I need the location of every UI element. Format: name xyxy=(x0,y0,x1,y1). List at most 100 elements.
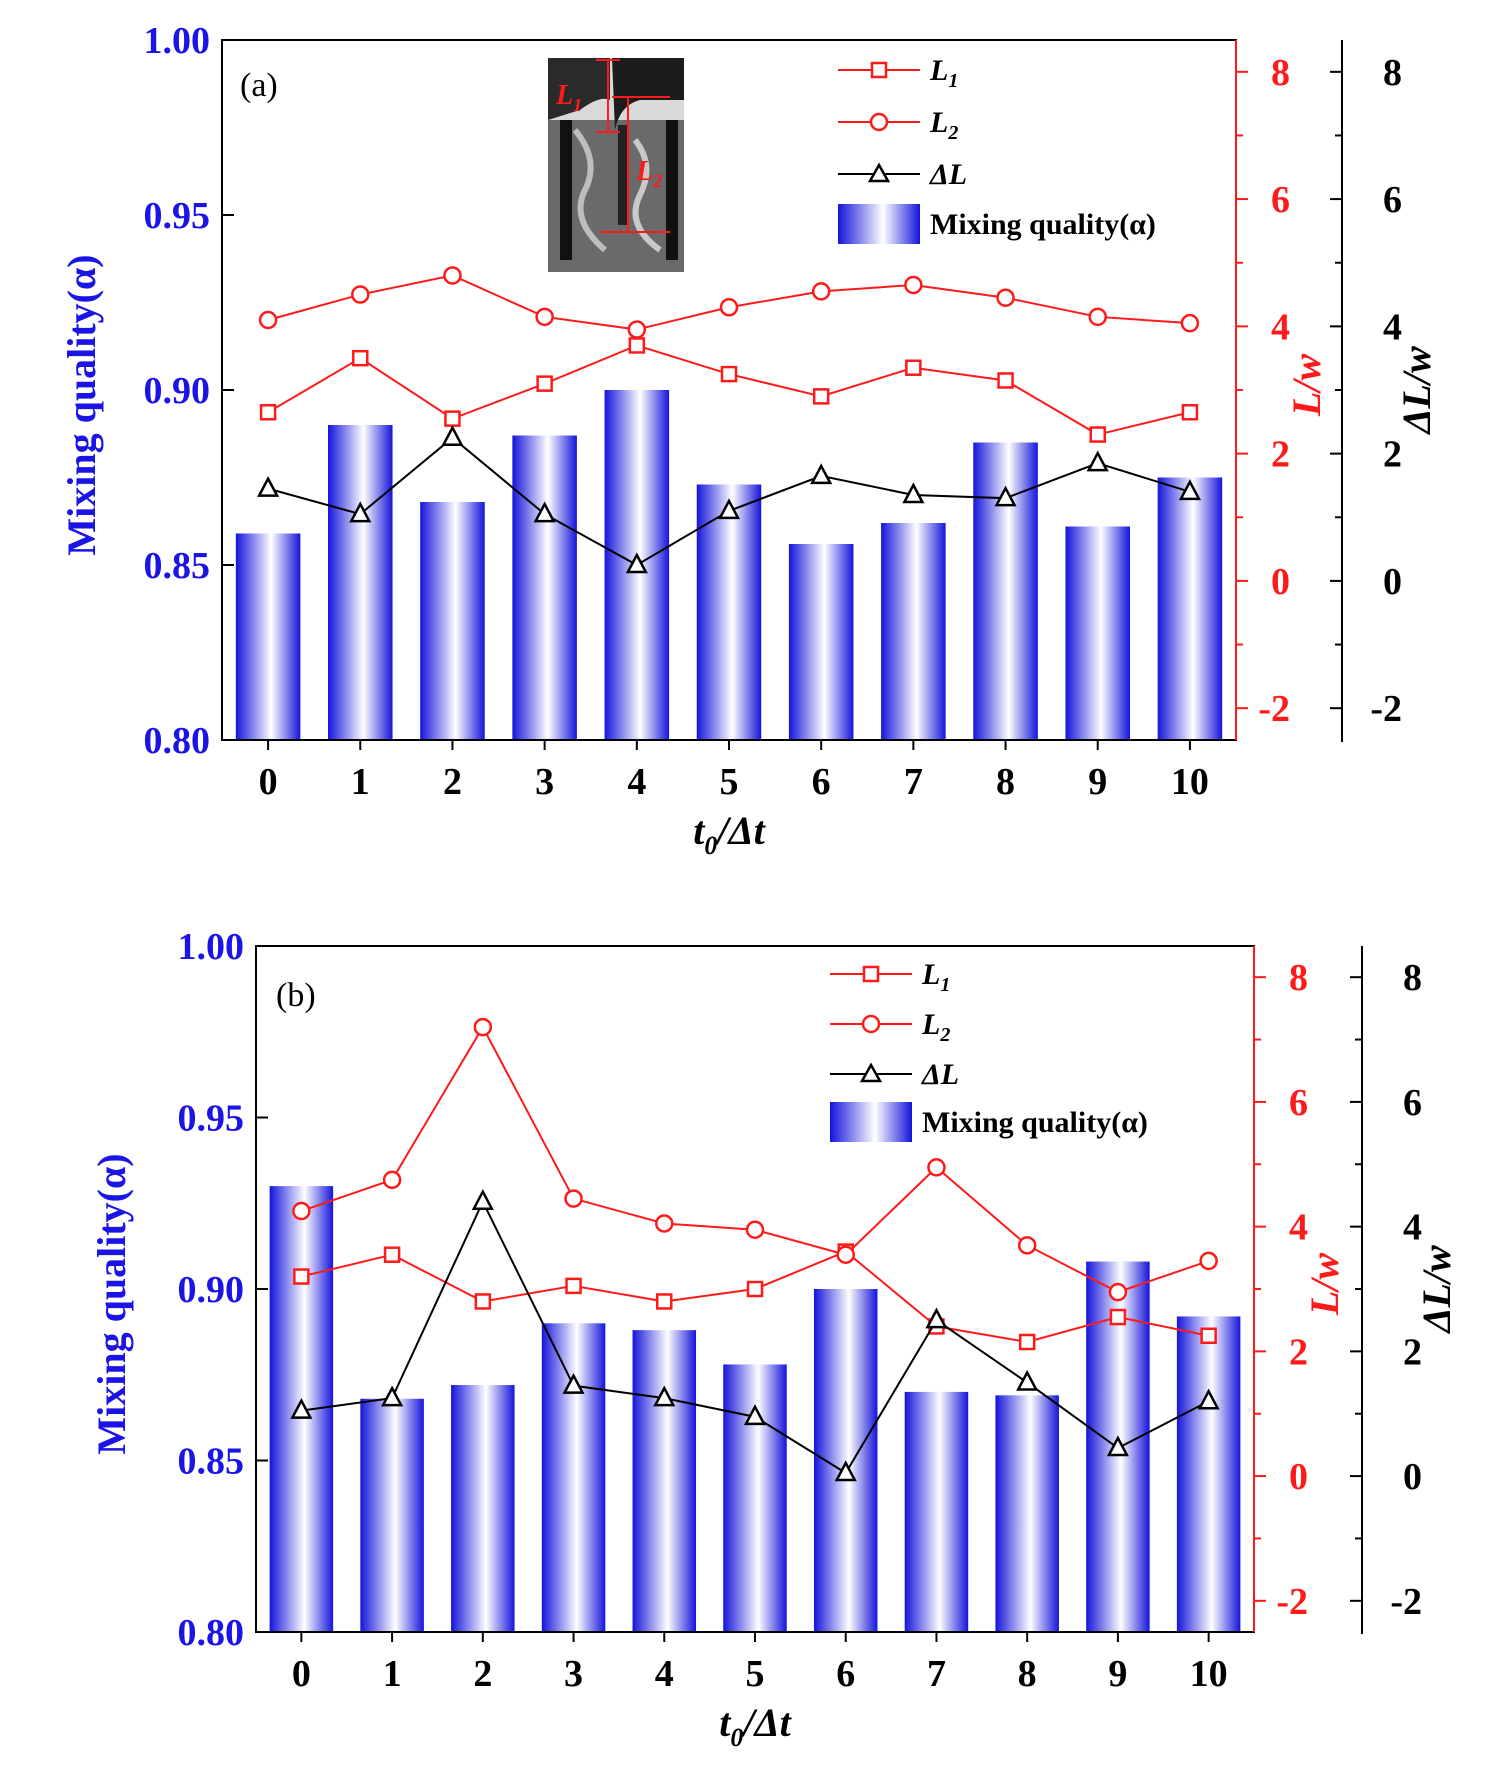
y-right-tick-label: -2 xyxy=(1370,688,1402,730)
dl-point xyxy=(994,485,1017,507)
x-tick-label: 5 xyxy=(720,761,739,803)
y-mid-tick-label: 8 xyxy=(1289,957,1308,999)
svg-text:ΔL: ΔL xyxy=(921,1058,959,1091)
l1-point xyxy=(720,365,738,383)
y-right-tick-label: 8 xyxy=(1383,52,1402,94)
y-left-tick-label: 0.80 xyxy=(178,1612,245,1654)
x-tick-label: 6 xyxy=(812,761,831,803)
l2-point xyxy=(535,307,554,327)
y-mid-tick-label: 4 xyxy=(1289,1207,1308,1249)
x-tick-label: 0 xyxy=(292,1653,311,1695)
l2-point xyxy=(292,1201,311,1221)
svg-text:L1: L1 xyxy=(929,54,958,92)
x-tick-label: 9 xyxy=(1088,761,1107,803)
y-right-tick-label: -2 xyxy=(1390,1581,1422,1623)
l2-point xyxy=(719,298,739,317)
legend-entry-dl: ΔL xyxy=(830,1058,959,1091)
legend-entry-dl: ΔL xyxy=(838,158,967,191)
dl-point xyxy=(1178,479,1201,501)
dl-point xyxy=(562,1372,585,1394)
dl-point xyxy=(717,498,741,520)
y-right-tick-label: 6 xyxy=(1383,179,1402,221)
y-mid-tick-label: 2 xyxy=(1271,434,1290,476)
l2-point xyxy=(811,282,831,301)
dl-point xyxy=(925,1307,948,1329)
l1-point xyxy=(1109,1308,1127,1326)
y-mid-tick-label: 0 xyxy=(1289,1456,1308,1498)
dl-point xyxy=(810,463,833,485)
bar xyxy=(541,1323,606,1632)
l2-point xyxy=(996,288,1015,307)
bar xyxy=(328,425,393,740)
y-right-tick-label: 4 xyxy=(1403,1207,1422,1249)
x-axis-label: t0/Δt xyxy=(719,1700,792,1752)
bar xyxy=(696,484,762,740)
l2-point xyxy=(473,1017,493,1037)
l1-point xyxy=(628,337,646,354)
l1-point xyxy=(565,1277,582,1295)
x-tick-label: 2 xyxy=(443,761,462,803)
svg-text:ΔL: ΔL xyxy=(929,158,967,191)
l1-point xyxy=(1089,426,1106,443)
dl-point xyxy=(1106,1435,1129,1457)
panel-label: (a) xyxy=(240,67,278,104)
y-mid-tick-label: 0 xyxy=(1271,561,1290,603)
svg-text:Mixing quality(α): Mixing quality(α) xyxy=(922,1106,1148,1139)
y-mid-axis-label: L/w xyxy=(1284,354,1329,418)
x-tick-label: 3 xyxy=(564,1653,583,1695)
bar xyxy=(1065,526,1130,740)
legend-entry-l1: L1 xyxy=(838,54,958,92)
l1-point xyxy=(1200,1327,1217,1345)
l2-point xyxy=(564,1189,583,1208)
y-left-tick-label: 0.95 xyxy=(144,195,211,237)
l1-point xyxy=(383,1246,401,1263)
y-right-tick-label: 6 xyxy=(1403,1082,1422,1124)
l1-point xyxy=(1018,1333,1036,1351)
legend-entry-l2: L2 xyxy=(830,1008,950,1046)
l1-point xyxy=(474,1293,492,1310)
dl-point xyxy=(441,425,464,446)
l2-point xyxy=(258,310,278,330)
x-tick-label: 10 xyxy=(1190,1653,1228,1695)
y-left-tick-label: 0.85 xyxy=(144,545,211,587)
dl-point xyxy=(1016,1369,1039,1391)
legend: L1 L2 ΔL Mixing quality(α) xyxy=(830,958,1148,1142)
y-right-tick-label: 0 xyxy=(1383,561,1402,603)
l1-point xyxy=(905,359,922,376)
y-mid-tick-label: 6 xyxy=(1271,179,1290,221)
l2-point xyxy=(927,1158,946,1177)
dl-point xyxy=(1086,450,1109,472)
y-right-tick-label: 2 xyxy=(1403,1331,1422,1373)
l2-point xyxy=(1108,1282,1128,1302)
y-left-tick-label: 0.80 xyxy=(144,720,211,762)
l1-point xyxy=(997,372,1014,389)
l2-point xyxy=(1088,307,1107,327)
legend-entry-bar: Mixing quality(α) xyxy=(838,204,1156,244)
y-right-axis-label: ΔL/w xyxy=(1394,346,1439,436)
l2-point xyxy=(1017,1236,1037,1255)
dl-point xyxy=(743,1404,767,1426)
y-mid-tick-label: -2 xyxy=(1276,1581,1308,1623)
x-tick-label: 8 xyxy=(1018,1653,1037,1695)
x-tick-label: 10 xyxy=(1171,761,1209,803)
legend-entry-bar: Mixing quality(α) xyxy=(830,1102,1148,1142)
bar xyxy=(235,533,301,740)
l2-point xyxy=(655,1214,674,1233)
bar xyxy=(451,1385,515,1632)
chart-panel-b: 0 1 2 3 4 5 6 7 8 9 10 t0/Δt 0.80 0.85 0.90 0.95 1.00 Mix… xyxy=(89,926,1459,1752)
l2-point xyxy=(745,1220,765,1240)
y-left-tick-label: 0.90 xyxy=(144,370,211,412)
bar xyxy=(1176,1316,1241,1632)
dl-point xyxy=(471,1189,494,1210)
y-right-tick-label: 2 xyxy=(1383,434,1402,476)
l1-line xyxy=(267,344,1191,436)
x-tick-label: 7 xyxy=(904,761,923,803)
panel-label: (b) xyxy=(276,977,316,1014)
dl-point xyxy=(834,1460,857,1482)
dl-point xyxy=(1197,1388,1220,1410)
x-tick-label: 0 xyxy=(259,761,278,803)
inset-l2-label: L2 xyxy=(635,156,662,191)
l1-point xyxy=(259,404,277,421)
l2-point xyxy=(1199,1251,1218,1271)
